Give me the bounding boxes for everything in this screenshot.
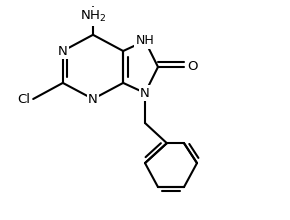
Text: NH$_2$: NH$_2$ <box>80 9 106 24</box>
Text: N: N <box>88 92 98 106</box>
Text: NH: NH <box>136 34 154 48</box>
Text: N: N <box>140 86 150 99</box>
Text: Cl: Cl <box>17 92 30 106</box>
Text: N: N <box>58 44 68 57</box>
Text: O: O <box>187 61 197 73</box>
